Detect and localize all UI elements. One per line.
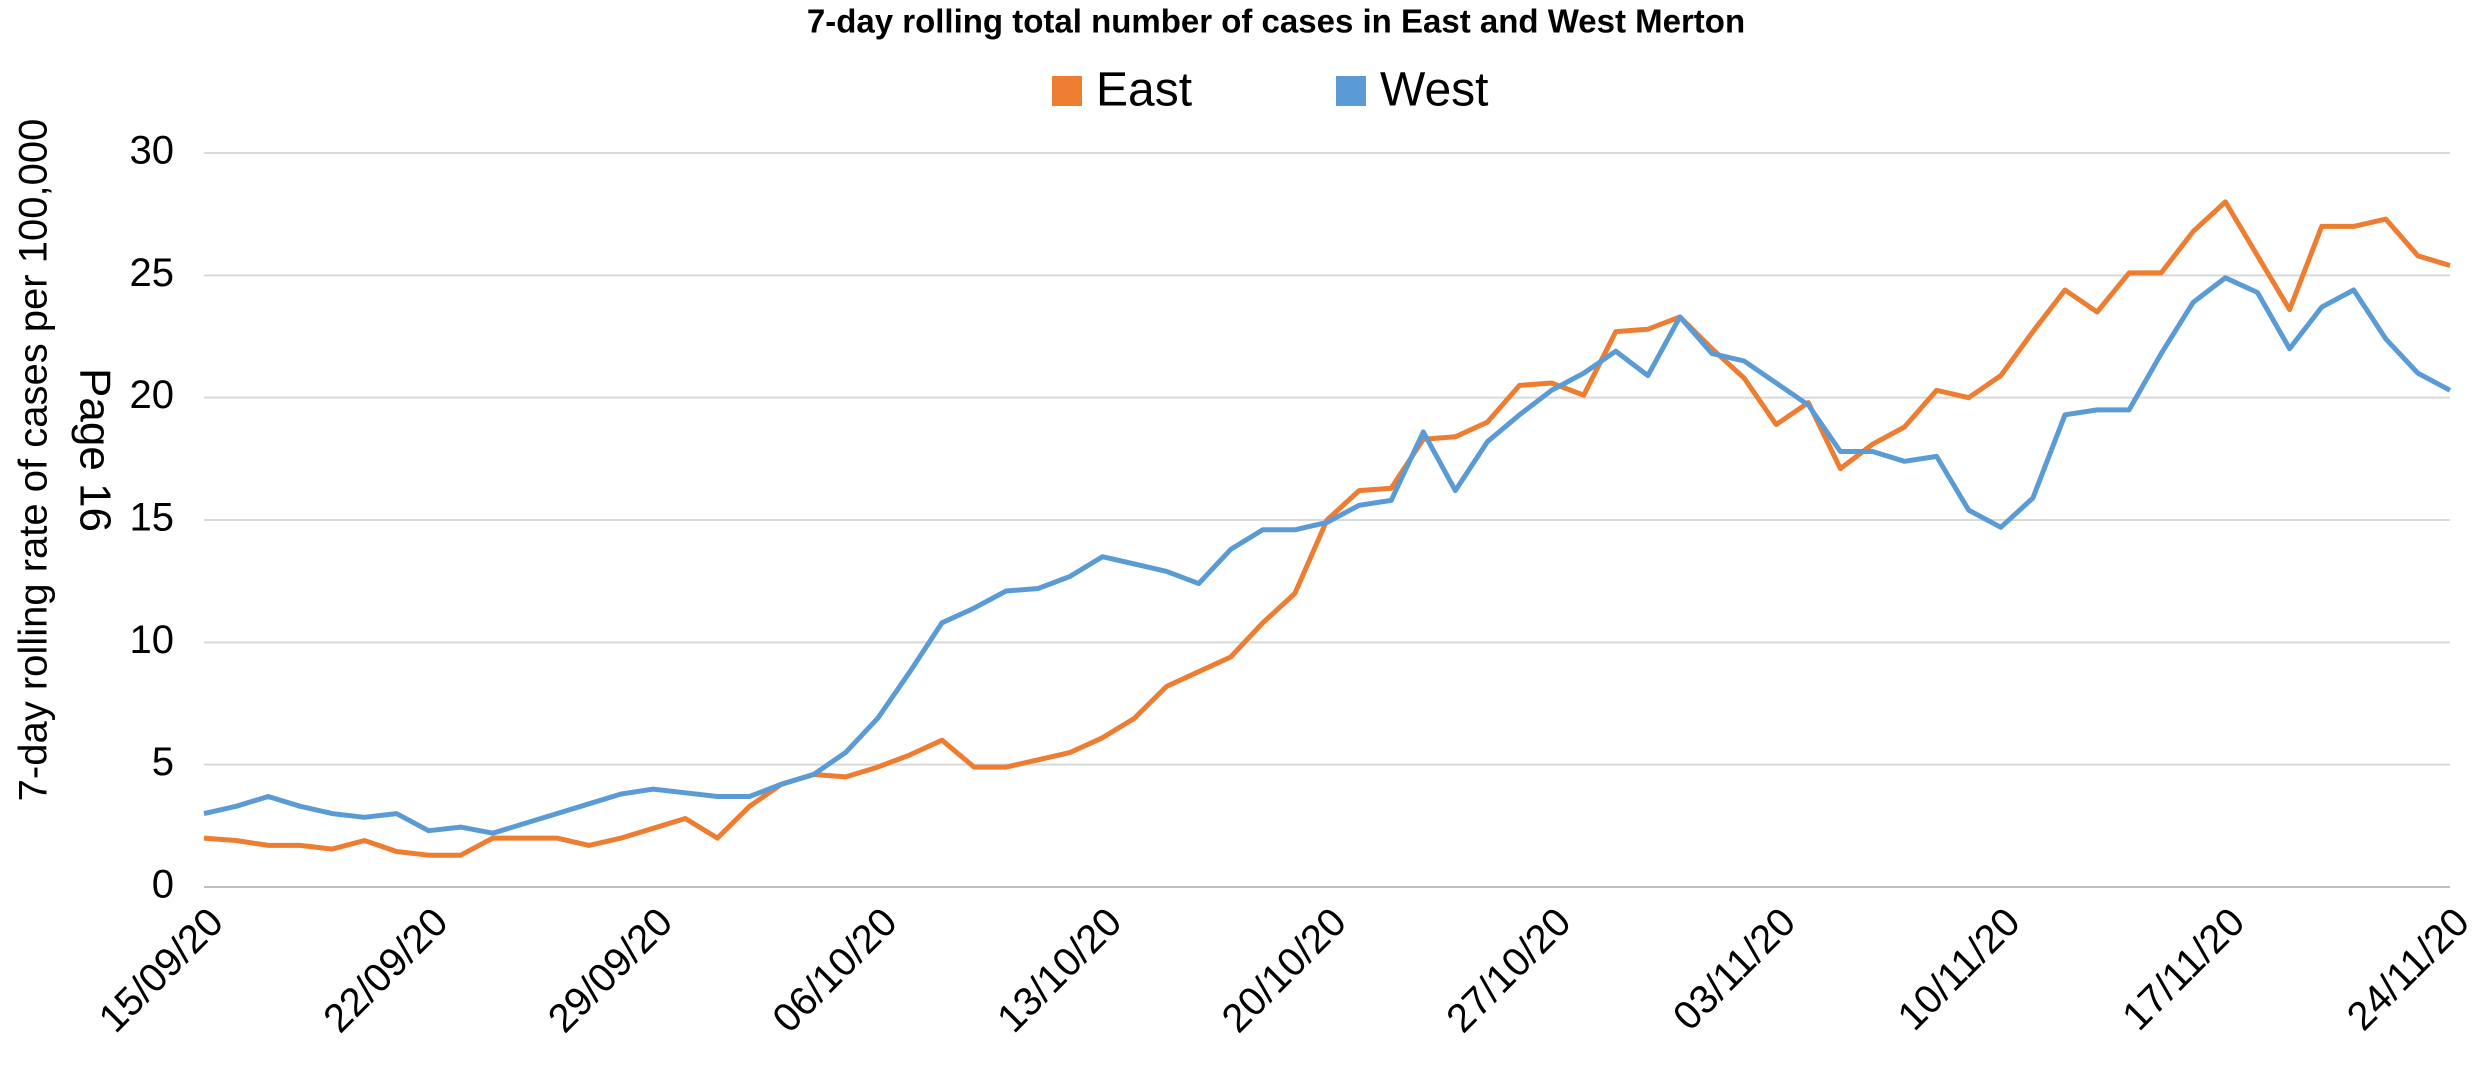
legend-swatch xyxy=(1052,76,1082,106)
x-tick-label: 27/10/20 xyxy=(1438,900,1579,1041)
x-tick-label: 15/09/20 xyxy=(91,900,232,1041)
x-tick-label: 03/11/20 xyxy=(1665,900,1804,1039)
legend-label: West xyxy=(1380,64,1488,117)
y-tick-label: 15 xyxy=(130,496,175,540)
series-line xyxy=(203,275,2452,836)
x-tick-label: 29/09/20 xyxy=(540,900,681,1041)
y-tick-label: 10 xyxy=(130,618,175,662)
series-line xyxy=(203,199,2451,858)
legend-label: East xyxy=(1096,64,1192,117)
x-tick-label: 10/11/20 xyxy=(1890,900,2029,1039)
legend-swatch xyxy=(1336,76,1366,106)
y-tick-label: 0 xyxy=(152,863,174,907)
page-annotation: Page 16 xyxy=(70,368,119,532)
y-tick-label: 25 xyxy=(130,251,175,295)
x-tick-label: 06/10/20 xyxy=(764,900,905,1041)
x-tick-label: 17/11/20 xyxy=(2114,900,2253,1039)
y-axis-label: 7-day rolling rate of cases per 100,000 xyxy=(12,119,56,802)
x-tick-label: 24/11/20 xyxy=(2339,900,2475,1039)
x-tick-label: 20/10/20 xyxy=(1214,900,1355,1041)
y-tick-label: 5 xyxy=(152,740,174,784)
y-tick-label: 30 xyxy=(130,129,175,173)
chart-title: 7-day rolling total number of cases in E… xyxy=(807,3,1745,40)
x-tick-label: 13/10/20 xyxy=(989,900,1130,1041)
y-tick-label: 20 xyxy=(130,373,175,417)
x-tick-label: 22/09/20 xyxy=(315,900,456,1041)
